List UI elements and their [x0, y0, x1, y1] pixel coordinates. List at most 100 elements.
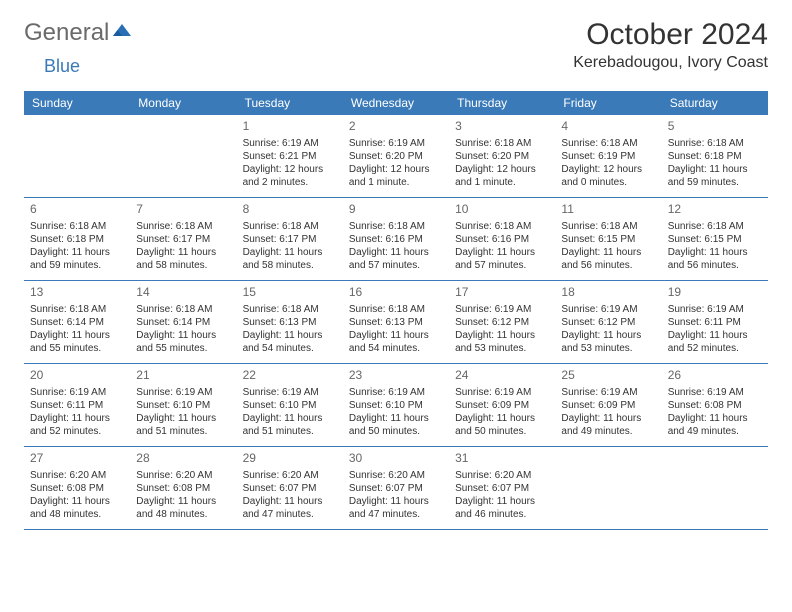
day-cell: 25Sunrise: 6:19 AMSunset: 6:09 PMDayligh…: [555, 364, 661, 446]
sunrise-line: Sunrise: 6:18 AM: [243, 303, 337, 316]
sunrise-line: Sunrise: 6:19 AM: [136, 386, 230, 399]
daylight-line: and 59 minutes.: [30, 259, 124, 272]
day-cell-empty: [130, 115, 236, 197]
daylight-line: and 0 minutes.: [561, 176, 655, 189]
sunset-line: Sunset: 6:17 PM: [136, 233, 230, 246]
daylight-line: and 57 minutes.: [349, 259, 443, 272]
daylight-line: Daylight: 11 hours: [455, 246, 549, 259]
sunrise-line: Sunrise: 6:20 AM: [243, 469, 337, 482]
daylight-line: Daylight: 11 hours: [243, 495, 337, 508]
sunrise-line: Sunrise: 6:19 AM: [668, 386, 762, 399]
sunset-line: Sunset: 6:14 PM: [30, 316, 124, 329]
day-number: 21: [136, 368, 230, 384]
sunset-line: Sunset: 6:07 PM: [349, 482, 443, 495]
daylight-line: Daylight: 11 hours: [668, 163, 762, 176]
day-header: Monday: [130, 91, 236, 115]
sunset-line: Sunset: 6:18 PM: [30, 233, 124, 246]
sunrise-line: Sunrise: 6:18 AM: [243, 220, 337, 233]
day-number: 2: [349, 119, 443, 135]
day-cell: 3Sunrise: 6:18 AMSunset: 6:20 PMDaylight…: [449, 115, 555, 197]
daylight-line: and 55 minutes.: [136, 342, 230, 355]
daylight-line: Daylight: 11 hours: [561, 246, 655, 259]
day-number: 31: [455, 451, 549, 467]
daylight-line: Daylight: 12 hours: [243, 163, 337, 176]
day-number: 28: [136, 451, 230, 467]
sunrise-line: Sunrise: 6:20 AM: [455, 469, 549, 482]
daylight-line: and 59 minutes.: [668, 176, 762, 189]
sunset-line: Sunset: 6:20 PM: [455, 150, 549, 163]
calendar-grid: SundayMondayTuesdayWednesdayThursdayFrid…: [24, 91, 768, 530]
day-cell: 23 Sunrise: 6:19 AMSunset: 6:10 PMDayligh…: [343, 364, 449, 446]
day-number: 23: [349, 368, 443, 384]
week-row: 1Sunrise: 6:19 AMSunset: 6:21 PMDaylight…: [24, 115, 768, 198]
daylight-line: and 54 minutes.: [243, 342, 337, 355]
logo-triangle-icon: [111, 18, 133, 40]
sunrise-line: Sunrise: 6:19 AM: [349, 386, 443, 399]
day-number: 5: [668, 119, 762, 135]
day-number: 15: [243, 285, 337, 301]
day-number: 9: [349, 202, 443, 218]
day-number: 22: [243, 368, 337, 384]
daylight-line: and 51 minutes.: [243, 425, 337, 438]
daylight-line: and 58 minutes.: [243, 259, 337, 272]
day-cell: 16Sunrise: 6:18 AMSunset: 6:13 PMDayligh…: [343, 281, 449, 363]
day-cell: 4Sunrise: 6:18 AMSunset: 6:19 PMDaylight…: [555, 115, 661, 197]
sunset-line: Sunset: 6:10 PM: [349, 399, 443, 412]
day-number: 14: [136, 285, 230, 301]
daylight-line: Daylight: 11 hours: [668, 329, 762, 342]
daylight-line: Daylight: 11 hours: [668, 412, 762, 425]
daylight-line: Daylight: 11 hours: [349, 412, 443, 425]
sunset-line: Sunset: 6:15 PM: [561, 233, 655, 246]
week-row: 13Sunrise: 6:18 AMSunset: 6:14 PMDayligh…: [24, 281, 768, 364]
sunrise-line: Sunrise: 6:19 AM: [561, 386, 655, 399]
daylight-line: Daylight: 11 hours: [243, 412, 337, 425]
sunrise-line: Sunrise: 6:18 AM: [349, 220, 443, 233]
day-number: 7: [136, 202, 230, 218]
day-cell: 29Sunrise: 6:20 AMSunset: 6:07 PMDayligh…: [237, 447, 343, 529]
day-number: 11: [561, 202, 655, 218]
day-number: 18: [561, 285, 655, 301]
day-cell: 10Sunrise: 6:18 AMSunset: 6:16 PMDayligh…: [449, 198, 555, 280]
sunset-line: Sunset: 6:10 PM: [136, 399, 230, 412]
day-cell: 21 Sunrise: 6:19 AMSunset: 6:10 PMDayligh…: [130, 364, 236, 446]
sunset-line: Sunset: 6:08 PM: [668, 399, 762, 412]
sunset-line: Sunset: 6:16 PM: [455, 233, 549, 246]
daylight-line: and 54 minutes.: [349, 342, 443, 355]
day-cell: 11Sunrise: 6:18 AMSunset: 6:15 PMDayligh…: [555, 198, 661, 280]
week-row: 27Sunrise: 6:20 AMSunset: 6:08 PMDayligh…: [24, 447, 768, 530]
sunset-line: Sunset: 6:07 PM: [243, 482, 337, 495]
day-number: 6: [30, 202, 124, 218]
weeks-container: 1Sunrise: 6:19 AMSunset: 6:21 PMDaylight…: [24, 115, 768, 530]
day-header: Thursday: [449, 91, 555, 115]
sunset-line: Sunset: 6:16 PM: [349, 233, 443, 246]
sunset-line: Sunset: 6:21 PM: [243, 150, 337, 163]
sunrise-line: Sunrise: 6:18 AM: [30, 220, 124, 233]
daylight-line: Daylight: 11 hours: [136, 412, 230, 425]
calendar-page: General October 2024 Kerebadougou, Ivory…: [0, 0, 792, 548]
sunrise-line: Sunrise: 6:18 AM: [30, 303, 124, 316]
logo: General: [24, 18, 135, 47]
day-cell: 6Sunrise: 6:18 AMSunset: 6:18 PMDaylight…: [24, 198, 130, 280]
day-cell: 13Sunrise: 6:18 AMSunset: 6:14 PMDayligh…: [24, 281, 130, 363]
day-cell: 24Sunrise: 6:19 AMSunset: 6:09 PMDayligh…: [449, 364, 555, 446]
sunset-line: Sunset: 6:09 PM: [455, 399, 549, 412]
daylight-line: Daylight: 11 hours: [668, 246, 762, 259]
day-number: 27: [30, 451, 124, 467]
sunrise-line: Sunrise: 6:18 AM: [668, 220, 762, 233]
daylight-line: and 50 minutes.: [349, 425, 443, 438]
daylight-line: Daylight: 11 hours: [136, 329, 230, 342]
sunrise-line: Sunrise: 6:18 AM: [136, 220, 230, 233]
daylight-line: and 49 minutes.: [668, 425, 762, 438]
daylight-line: and 48 minutes.: [136, 508, 230, 521]
day-cell: 27Sunrise: 6:20 AMSunset: 6:08 PMDayligh…: [24, 447, 130, 529]
day-number: 24: [455, 368, 549, 384]
day-header: Saturday: [662, 91, 768, 115]
sunset-line: Sunset: 6:07 PM: [455, 482, 549, 495]
daylight-line: and 56 minutes.: [561, 259, 655, 272]
daylight-line: and 1 minute.: [349, 176, 443, 189]
daylight-line: Daylight: 11 hours: [561, 329, 655, 342]
sunrise-line: Sunrise: 6:19 AM: [243, 386, 337, 399]
daylight-line: and 47 minutes.: [243, 508, 337, 521]
sunrise-line: Sunrise: 6:19 AM: [349, 137, 443, 150]
day-header: Sunday: [24, 91, 130, 115]
